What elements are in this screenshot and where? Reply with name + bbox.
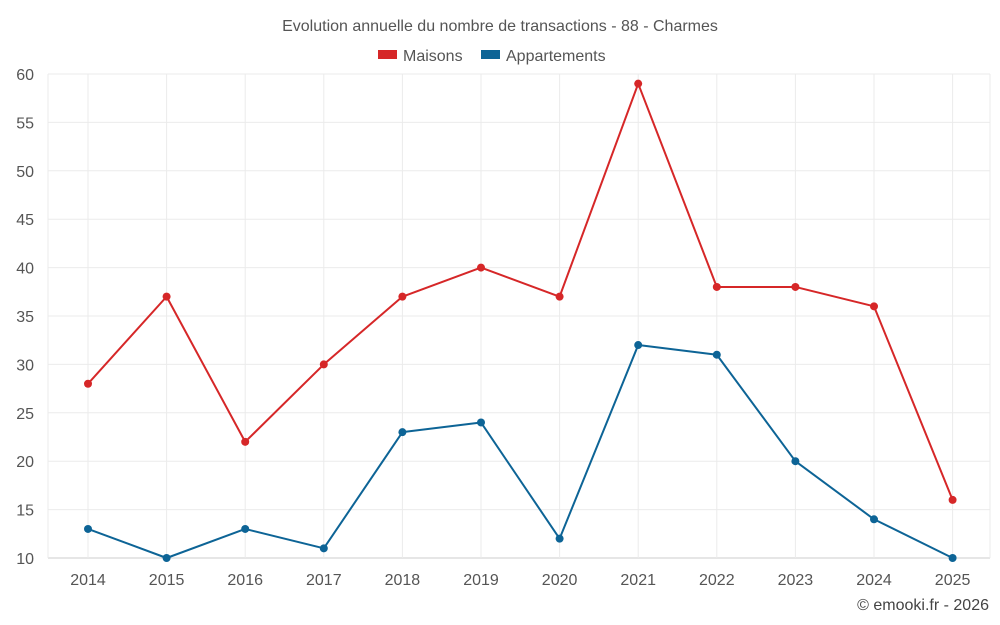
- data-point-appartements[interactable]: [84, 524, 92, 533]
- data-point-appartements[interactable]: [477, 418, 485, 427]
- series-line-appartements: [87, 344, 954, 559]
- x-tick-label: 2020: [542, 572, 578, 589]
- data-point-maisons[interactable]: [319, 360, 328, 369]
- chart-title: Evolution annuelle du nombre de transact…: [282, 18, 718, 35]
- legend-swatch-appartements: [481, 50, 500, 59]
- x-tick-label: 2016: [227, 572, 263, 589]
- y-tick-label: 45: [16, 212, 34, 229]
- data-point-maisons[interactable]: [791, 282, 800, 291]
- series: [84, 79, 957, 562]
- y-tick-label: 10: [16, 551, 34, 568]
- legend-label-maisons: Maisons: [403, 48, 463, 65]
- data-point-maisons[interactable]: [712, 282, 721, 291]
- y-tick-label: 60: [16, 67, 34, 84]
- data-point-appartements[interactable]: [555, 534, 564, 543]
- legend: Maisons Appartements: [378, 48, 606, 65]
- data-point-maisons[interactable]: [948, 495, 957, 504]
- data-point-appartements[interactable]: [791, 457, 800, 466]
- x-tick-label: 2025: [935, 572, 971, 589]
- grid: [47, 73, 991, 559]
- data-point-maisons[interactable]: [870, 302, 878, 311]
- y-tick-label: 20: [16, 454, 34, 471]
- data-point-maisons[interactable]: [555, 292, 564, 301]
- data-point-appartements[interactable]: [870, 515, 878, 524]
- data-point-appartements[interactable]: [241, 524, 250, 533]
- x-tick-label: 2017: [306, 572, 342, 589]
- x-tick-label: 2021: [620, 572, 656, 589]
- data-point-maisons[interactable]: [477, 263, 485, 272]
- y-tick-label: 40: [16, 261, 34, 278]
- data-point-appartements[interactable]: [319, 544, 328, 553]
- data-point-maisons[interactable]: [634, 79, 643, 88]
- series-line-maisons: [87, 82, 954, 501]
- x-tick-label: 2014: [70, 572, 106, 589]
- data-point-maisons[interactable]: [398, 292, 407, 301]
- data-point-maisons[interactable]: [84, 379, 92, 388]
- x-tick-label: 2023: [778, 572, 814, 589]
- y-tick-label: 35: [16, 309, 34, 326]
- legend-item-appartements[interactable]: Appartements: [481, 48, 606, 65]
- x-tick-label: 2019: [463, 572, 499, 589]
- data-point-appartements[interactable]: [398, 428, 407, 437]
- legend-swatch-maisons: [378, 50, 397, 59]
- data-point-appartements[interactable]: [948, 554, 957, 562]
- y-tick-label: 55: [16, 115, 34, 132]
- legend-item-maisons[interactable]: Maisons: [378, 48, 463, 65]
- data-point-appartements[interactable]: [712, 350, 721, 359]
- data-point-appartements[interactable]: [162, 554, 171, 562]
- data-point-appartements[interactable]: [634, 341, 643, 350]
- data-point-maisons[interactable]: [241, 437, 250, 446]
- x-tick-label: 2022: [699, 572, 735, 589]
- y-tick-label: 50: [16, 164, 34, 181]
- y-tick-label: 30: [16, 357, 34, 374]
- data-point-maisons[interactable]: [162, 292, 171, 301]
- y-tick-label: 25: [16, 406, 34, 423]
- x-tick-label: 2024: [856, 572, 892, 589]
- x-tick-label: 2015: [149, 572, 185, 589]
- legend-label-appartements: Appartements: [506, 48, 606, 65]
- y-tick-label: 15: [16, 503, 34, 520]
- credit-text: © emooki.fr - 2026: [857, 597, 989, 614]
- x-tick-label: 2018: [385, 572, 421, 589]
